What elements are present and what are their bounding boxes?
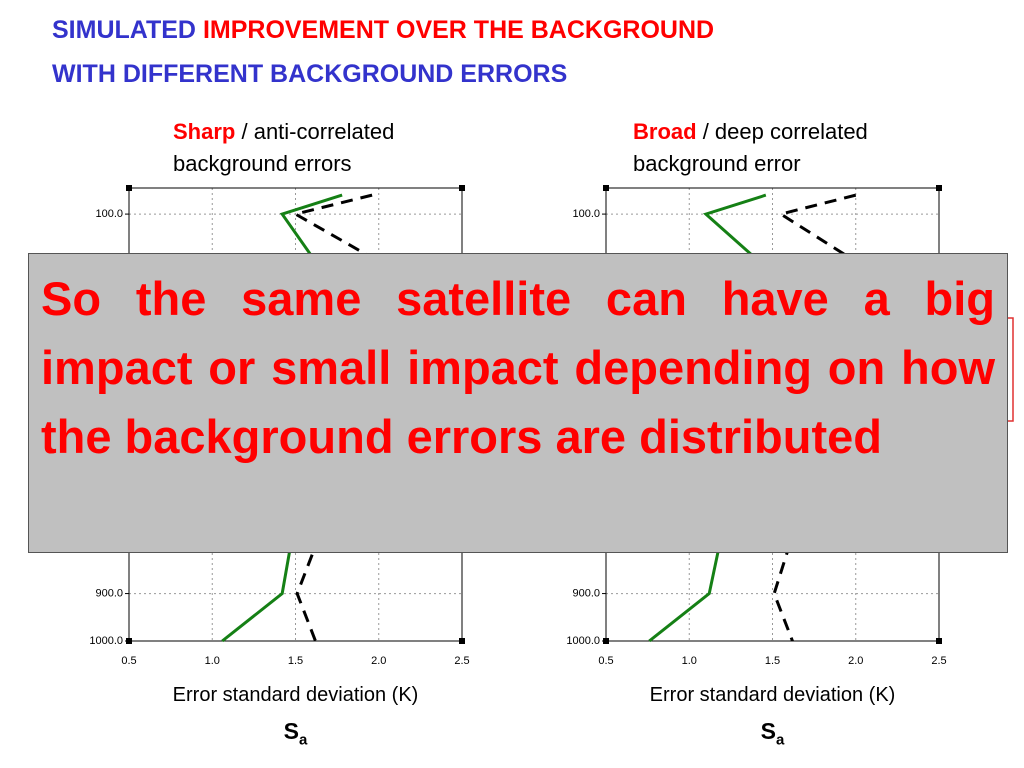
x-tick-label: 1.5 <box>765 655 780 667</box>
y-tick-label: 1000.0 <box>89 635 123 647</box>
x-axis-label: Error standard deviation (K) <box>172 684 419 706</box>
corner <box>126 185 132 191</box>
y-tick-label: 100.0 <box>572 208 600 220</box>
x-tick-label: 0.5 <box>598 655 613 667</box>
subtitle-text: / anti-correlated background errors <box>173 119 395 176</box>
y-tick-label: 900.0 <box>95 587 123 599</box>
axis-symbol: Sa <box>129 718 462 749</box>
y-tick-label: 100.0 <box>95 208 123 220</box>
x-tick-label: 1.0 <box>682 655 697 667</box>
x-tick-label: 2.5 <box>454 655 469 667</box>
symbol: S <box>760 718 776 744</box>
corner <box>126 638 132 644</box>
chart-subtitle: Sharp / anti-correlated background error… <box>173 116 473 180</box>
axis-symbol: Sa <box>606 718 939 749</box>
x-tick-label: 1.0 <box>205 655 220 667</box>
symbol-subscript: a <box>776 731 785 749</box>
overlay-text: So the same satellite can have a big imp… <box>41 272 995 463</box>
slide-title: SIMULATED IMPROVEMENT OVER THE BACKGROUN… <box>52 8 714 96</box>
x-tick-label: 2.5 <box>931 655 946 667</box>
symbol-subscript: a <box>299 731 308 749</box>
corner <box>459 185 465 191</box>
title-line: WITH DIFFERENT BACKGROUND ERRORS <box>52 60 568 88</box>
corner <box>459 638 465 644</box>
overlay-box: So the same satellite can have a big imp… <box>28 253 1008 553</box>
title-part: SIMULATED <box>52 16 196 44</box>
y-tick-label: 1000.0 <box>566 635 600 647</box>
chart-subtitle: Broad / deep correlated background error <box>633 116 933 180</box>
x-tick-label: 1.5 <box>288 655 303 667</box>
x-tick-label: 0.5 <box>121 655 136 667</box>
corner <box>936 638 942 644</box>
y-tick-label: 900.0 <box>572 587 600 599</box>
subtitle-highlight: Sharp <box>173 119 236 144</box>
symbol: S <box>283 718 299 744</box>
x-tick-label: 2.0 <box>848 655 863 667</box>
corner <box>603 185 609 191</box>
profile-line <box>772 193 866 642</box>
title-part: IMPROVEMENT OVER THE BACKGROUND <box>202 16 715 44</box>
corner <box>603 638 609 644</box>
subtitle-highlight: Broad <box>633 119 697 144</box>
x-axis-label: Error standard deviation (K) <box>649 684 896 706</box>
subtitle-text: / deep correlated background error <box>633 119 868 176</box>
x-tick-label: 2.0 <box>371 655 386 667</box>
corner <box>936 185 942 191</box>
